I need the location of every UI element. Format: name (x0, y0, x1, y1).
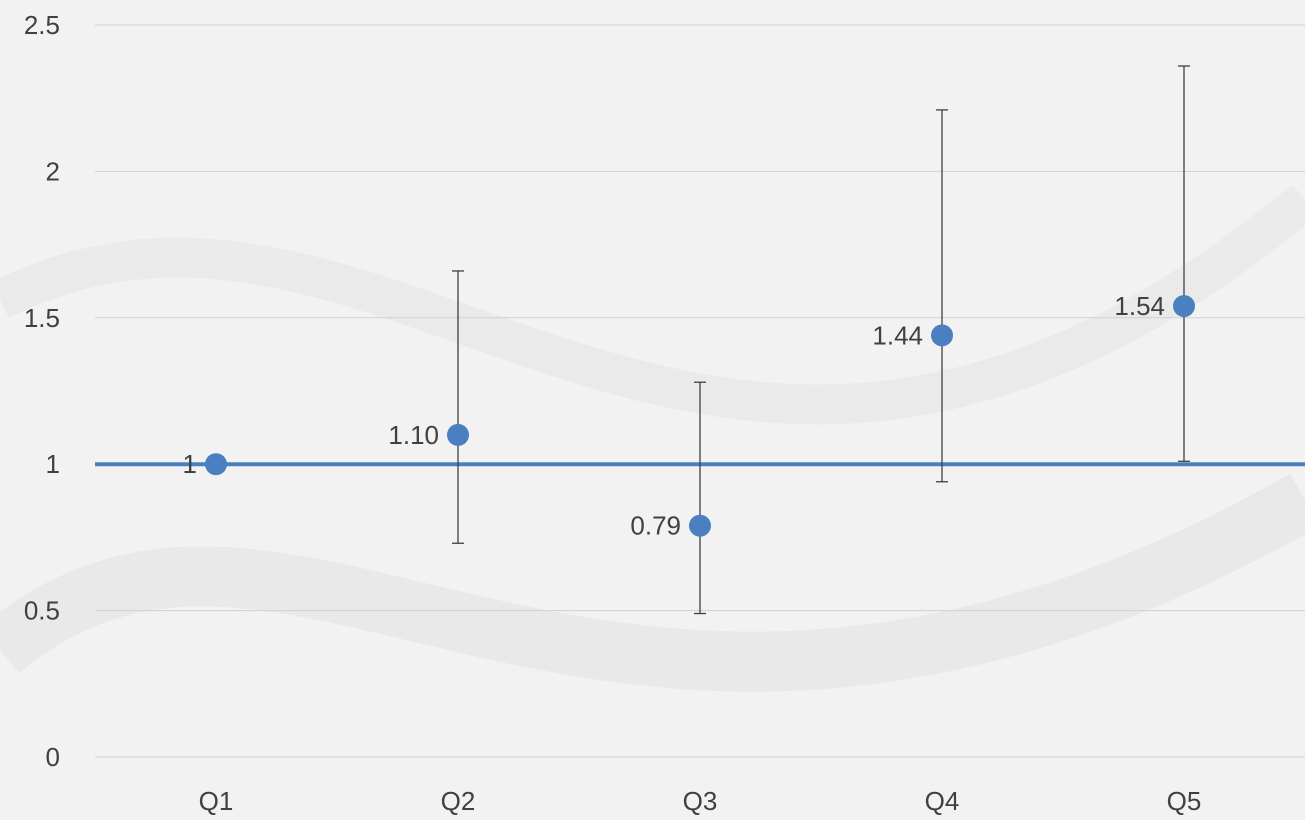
y-tick-label: 0.5 (24, 596, 60, 626)
data-point (1173, 295, 1195, 318)
x-tick-label: Q2 (441, 786, 476, 816)
data-point (205, 453, 227, 476)
y-tick-label: 1.5 (24, 303, 60, 333)
y-tick-label: 1 (46, 449, 60, 479)
x-tick-label: Q1 (199, 786, 234, 816)
data-label: 0.79 (630, 511, 681, 541)
error-bars (452, 65, 1190, 615)
error-bar (452, 270, 464, 544)
error-bar (694, 381, 706, 615)
data-points (205, 295, 1195, 537)
data-label: 1.44 (872, 320, 923, 350)
data-point (931, 324, 953, 347)
y-tick-label: 2.5 (24, 10, 60, 40)
data-label: 1.10 (388, 420, 439, 450)
background-decoration (0, 184, 1305, 692)
error-bar (936, 109, 948, 483)
data-label: 1 (183, 449, 197, 479)
x-tick-label: Q3 (683, 786, 718, 816)
y-tick-label: 2 (46, 156, 60, 186)
data-labels: 1 1.10 0.79 1.44 1.54 (183, 291, 1165, 541)
error-bar (1178, 65, 1190, 462)
x-tick-label: Q4 (925, 786, 960, 816)
y-tick-label: 0 (46, 742, 60, 772)
data-label: 1.54 (1114, 291, 1165, 321)
axis-labels: 0 0.5 1 1.5 2 2.5 Q1 Q2 Q3 Q4 Q5 (24, 10, 1202, 816)
data-point (689, 514, 711, 537)
x-tick-label: Q5 (1167, 786, 1202, 816)
data-point (447, 423, 469, 446)
